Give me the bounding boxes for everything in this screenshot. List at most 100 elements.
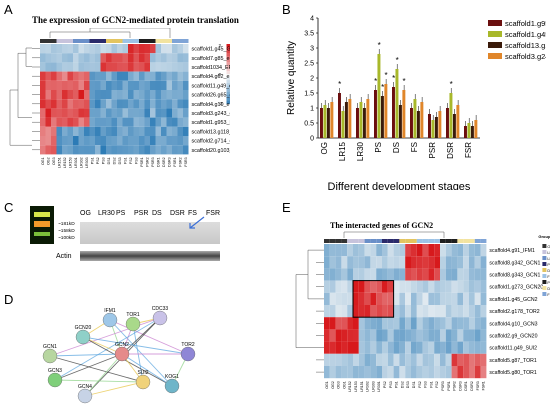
network-edge [132,323,144,383]
heatmap-cell [324,268,330,281]
heatmap-cell [480,268,487,281]
heatmap-cell [155,117,161,127]
scale-tick: -2 [219,101,223,106]
network-node-label: TOR2 [181,342,194,348]
col-label: LR303 [371,381,375,392]
heatmap-cell [161,136,167,146]
heatmap-cell [122,62,128,72]
heatmap-cell [56,117,62,127]
heatmap-cell [150,71,156,81]
network-node-label: CDC33 [152,306,169,312]
bar [474,120,478,138]
group-bar-cell [353,239,359,243]
heatmap-cell [177,80,183,90]
heatmap-cell [177,62,183,72]
lane-label: FS [188,210,197,217]
heatmap-cell [440,244,446,257]
heatmap-cell [122,108,128,118]
heatmap-cell [139,62,145,72]
bar [410,108,413,138]
heatmap-cell [428,366,435,379]
y-tick-label: 3 [310,46,314,53]
bar [392,87,395,138]
heatmap-cell [183,80,189,90]
col-label: LR151 [58,157,62,168]
heatmap-cell [411,305,417,318]
heatmap-cell [144,53,150,63]
heatmap-cell [347,341,353,354]
heatmap-cell [329,317,336,330]
heatmap-cell [161,90,167,100]
heatmap-cell [358,280,365,293]
panel-d-letter: D [4,292,14,307]
lane-label: DS [152,210,162,217]
scale-cell [226,56,230,59]
bar [362,108,366,138]
heatmap-cell [399,317,406,330]
heatmap-cell [324,280,330,293]
heatmap-cell [89,53,95,63]
heatmap-cell [67,108,73,118]
heatmap-cell [73,126,79,136]
col-label: DSR1 [464,381,468,391]
heatmap-cell [166,136,172,146]
heatmap-cell [84,126,90,136]
heatmap-cell [177,108,183,118]
heatmap-cell [463,329,469,342]
heatmap-cell [451,341,458,354]
bar [431,120,435,138]
heatmap-cell [150,145,156,155]
group-bar-cell [387,239,394,243]
heatmap-cell [51,53,57,63]
heatmap-cell [117,62,123,72]
lane-label: DSR [170,210,185,217]
heatmap-cell [150,90,156,100]
heatmap-cell [434,268,440,281]
heatmap-cell [95,126,101,136]
heatmap-cell [457,292,464,305]
heatmap-cell [335,366,342,379]
scale-tick: 2 [219,43,222,48]
heatmap-cell [434,317,440,330]
legend-label: PS [547,263,550,267]
heatmap-cell [422,317,429,330]
row-label: scaffold5.g80_TOR1 [489,370,537,376]
network-node-label: IFM1 [104,308,116,314]
heatmap-cell [451,244,458,257]
heatmap-cell [161,126,167,136]
heatmap-cell [329,244,336,257]
col-label: LR301 [74,157,78,168]
heatmap-cell [161,108,167,118]
heatmap-cell [183,71,189,81]
row-label: scaffold20.g103_RIA1 [192,148,231,154]
heatmap-cell [177,117,183,127]
heatmap-cell [387,353,394,366]
heatmap-cell [62,71,68,81]
heatmap-cell [376,317,382,330]
row-label: scaffold3.g243_eIF2 [192,111,231,117]
heatmap-cell [78,53,84,63]
heatmap-cell [106,99,112,109]
heatmap-cell [40,108,46,118]
heatmap-cell [89,117,95,127]
heatmap-cell [451,366,458,379]
heatmap-cell [183,62,189,72]
col-label: LR152 [348,381,352,392]
heatmap-cell [469,268,475,281]
heatmap-cell [335,317,342,330]
heatmap-cell [172,99,178,109]
heatmap-cell [422,305,429,318]
legend-swatch [542,250,547,254]
heatmap-cell [393,329,400,342]
heatmap-cell [111,62,117,72]
heatmap-cell [100,99,106,109]
heatmap-cell [166,99,172,109]
heatmap-cell [100,71,106,81]
panel-c-letter: C [4,200,14,215]
network-edge [49,353,123,357]
heatmap-cell [376,353,382,366]
heatmap-cell [111,145,117,155]
heatmap-cell [106,108,112,118]
heatmap-cell [335,329,342,342]
heatmap-cell [347,317,353,330]
